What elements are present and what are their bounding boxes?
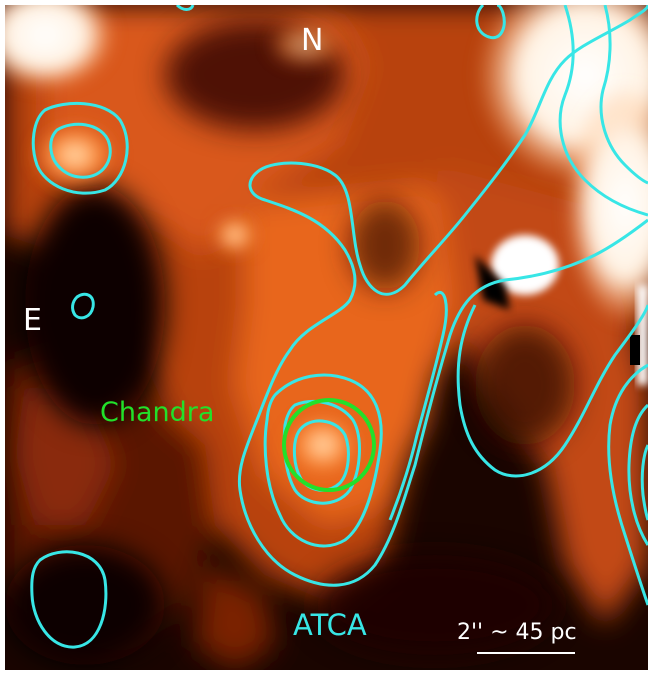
contour bbox=[49, 122, 112, 179]
contour bbox=[175, 5, 195, 11]
contour bbox=[30, 550, 108, 649]
dark-lanes bbox=[5, 20, 575, 665]
scale-label: 2'' ~ 45 pc bbox=[457, 620, 577, 645]
contour bbox=[263, 373, 383, 548]
contour bbox=[31, 101, 129, 195]
image-panel: N E Chandra ATCA 2'' ~ 45 pc bbox=[5, 5, 648, 670]
chandra-source-circle bbox=[282, 398, 376, 492]
contour bbox=[282, 400, 361, 505]
contour bbox=[475, 5, 506, 40]
chandra-label: Chandra bbox=[100, 397, 215, 428]
scale-bar bbox=[477, 652, 575, 654]
north-label: N bbox=[301, 23, 324, 58]
astronomical-image bbox=[5, 5, 648, 670]
diffuse-emission bbox=[5, 5, 648, 670]
east-label: E bbox=[23, 303, 42, 338]
radio-contours bbox=[30, 5, 648, 649]
atca-label: ATCA bbox=[293, 608, 367, 642]
contour bbox=[71, 292, 95, 320]
